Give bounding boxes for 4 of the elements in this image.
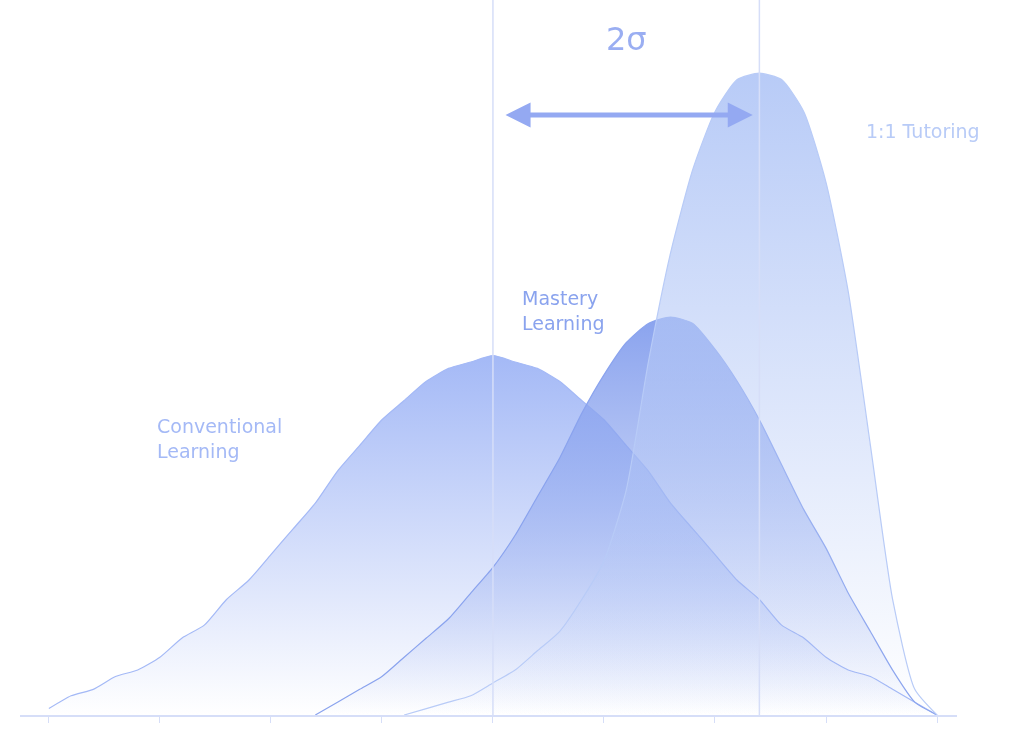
text: Conventional Learning — [157, 415, 283, 462]
series-label: Mastery Learning — [522, 287, 605, 334]
text: 1:1 Tutoring — [866, 120, 980, 142]
text: 2σ — [606, 20, 647, 58]
